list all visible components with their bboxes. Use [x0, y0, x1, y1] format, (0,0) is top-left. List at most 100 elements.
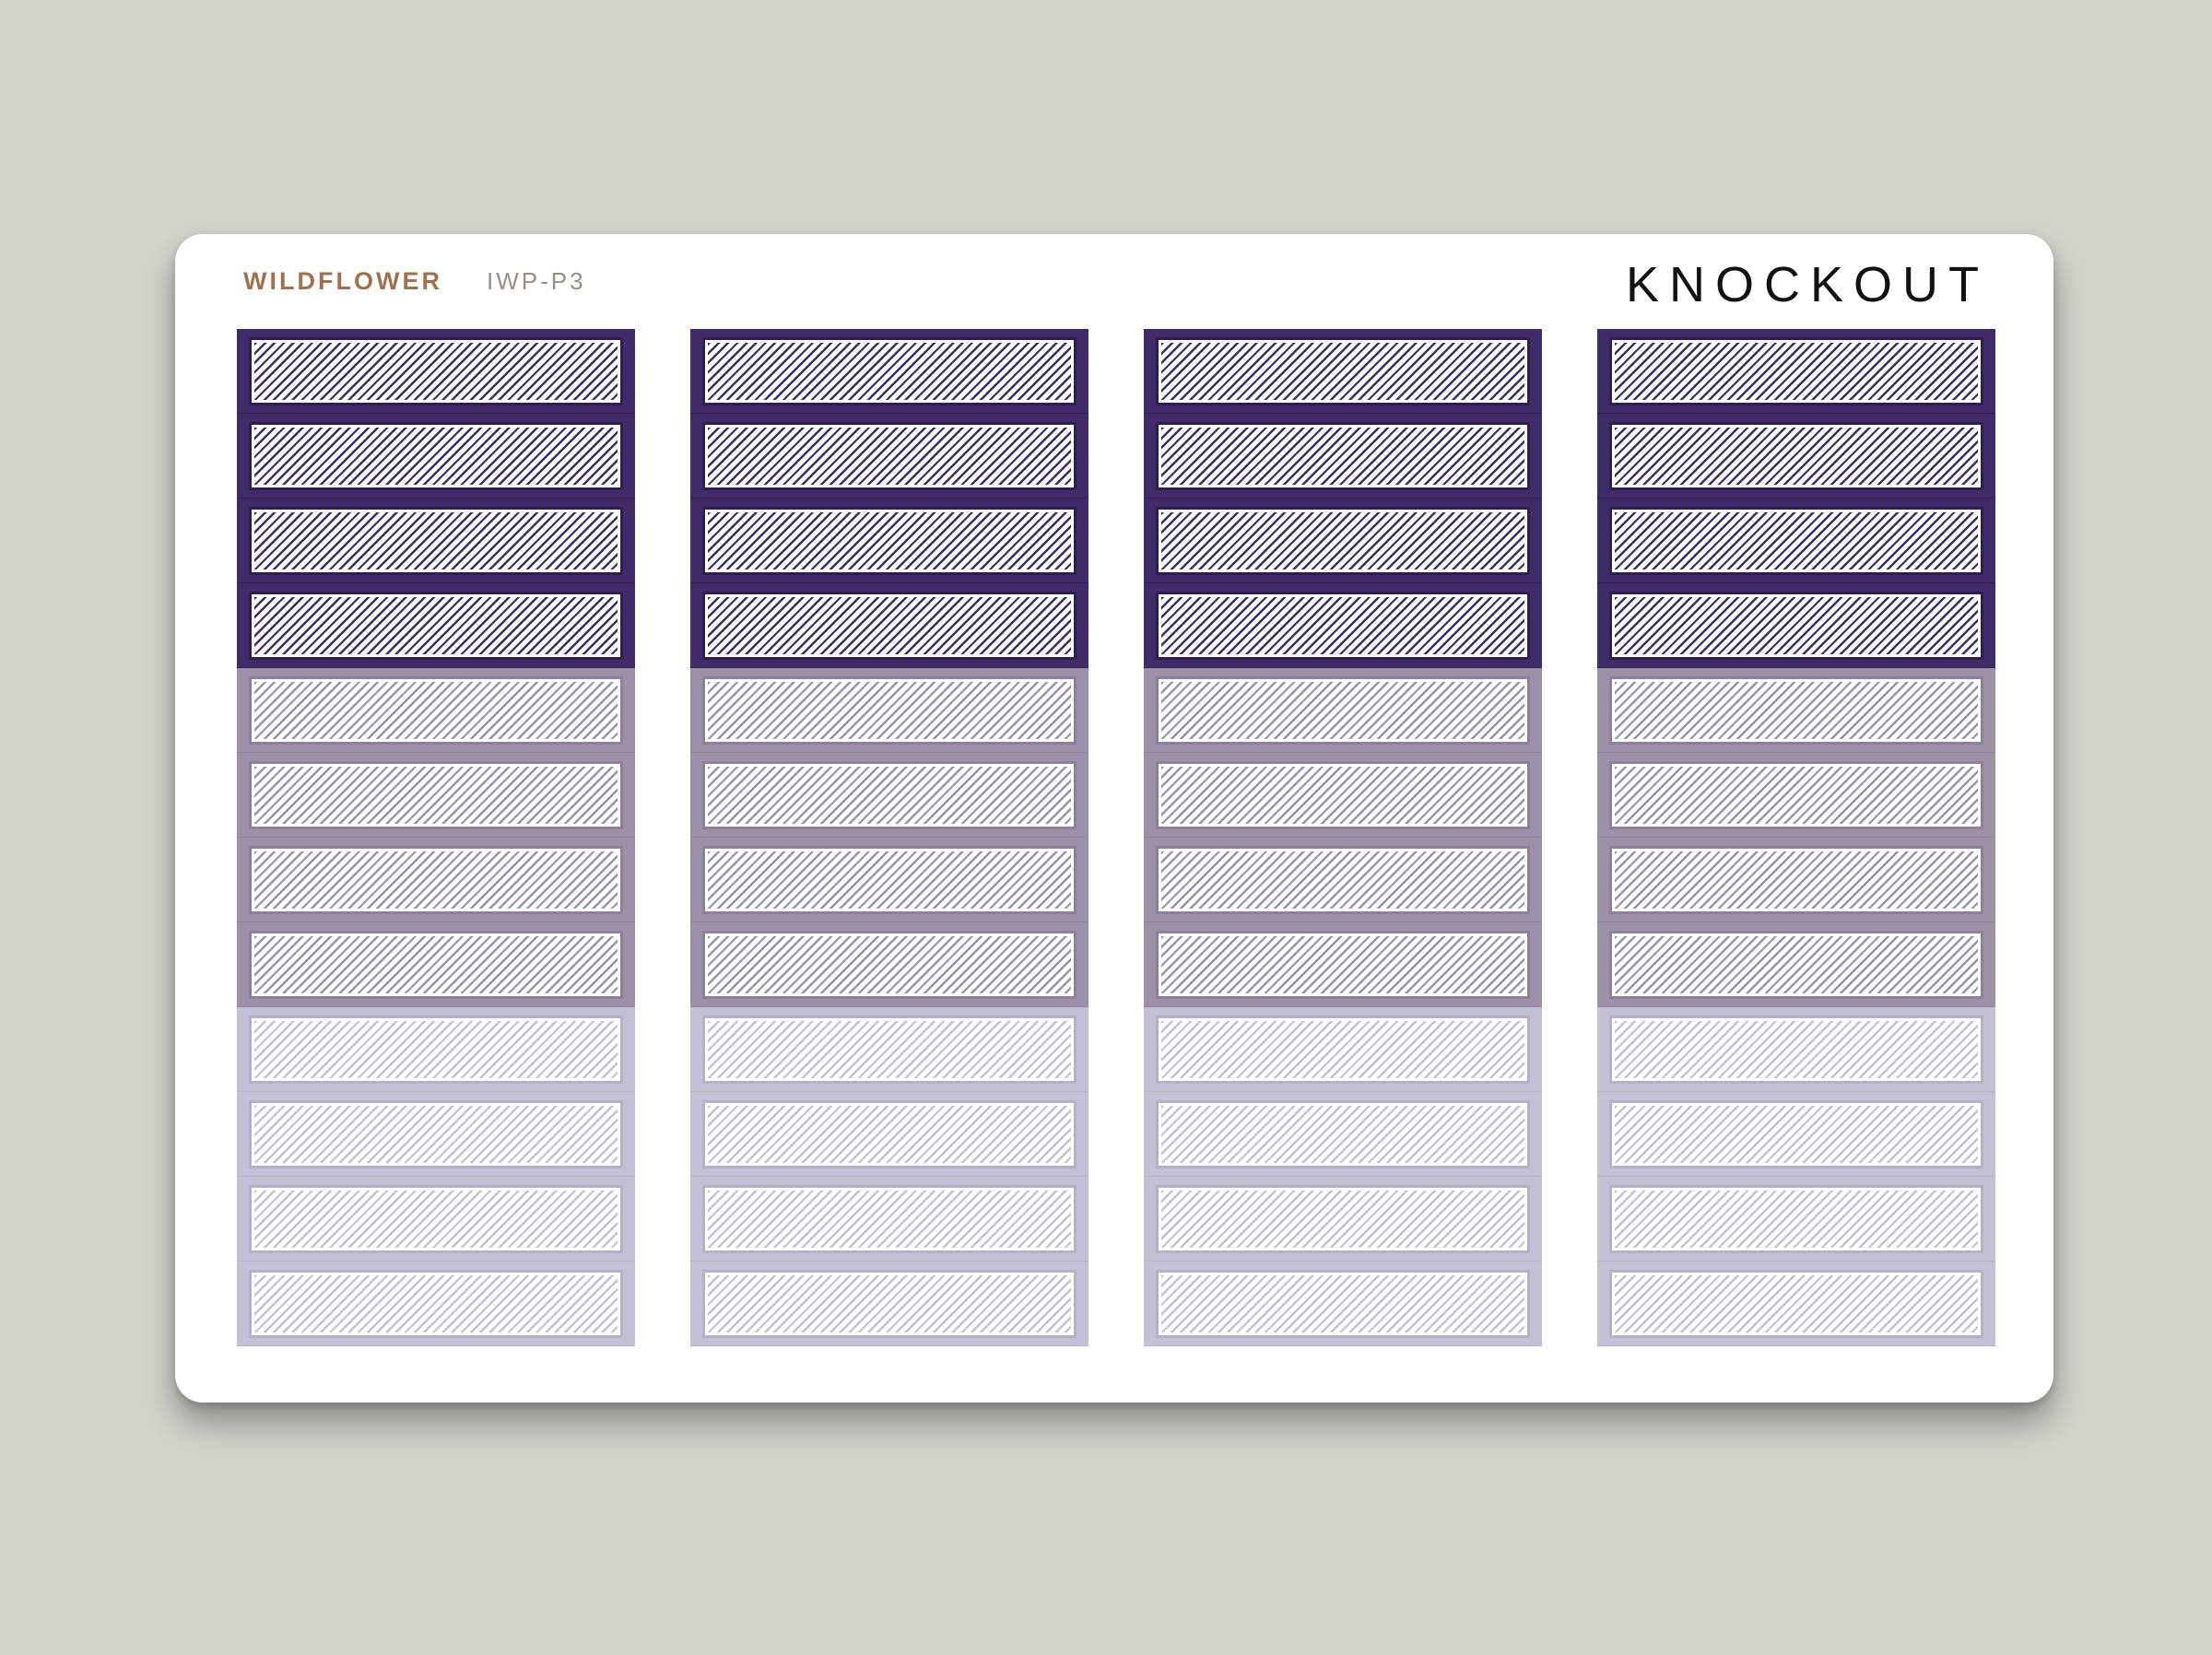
striped-panel [249, 931, 623, 999]
header-sticker [1144, 1177, 1542, 1262]
striped-panel [702, 507, 1077, 575]
header-sticker [1144, 414, 1542, 499]
header-sticker [1144, 753, 1542, 838]
striped-panel [1156, 931, 1530, 999]
sheet-header: WILDFLOWER IWP-P3 KNOCKOUT [175, 234, 2053, 326]
header-sticker [1597, 1177, 1995, 1262]
striped-panel [702, 676, 1077, 745]
header-sticker [690, 838, 1088, 922]
striped-panel [249, 592, 623, 660]
striped-panel [249, 1270, 623, 1338]
sticker-sheet: WILDFLOWER IWP-P3 KNOCKOUT [175, 234, 2053, 1403]
header-sticker [690, 1177, 1088, 1262]
header-sticker [237, 1007, 635, 1092]
striped-panel [1609, 1185, 1983, 1253]
striped-panel [1156, 507, 1530, 575]
header-sticker [1144, 668, 1542, 753]
header-sticker [1144, 1262, 1542, 1346]
striped-panel [1156, 1185, 1530, 1253]
striped-panel [1609, 761, 1983, 829]
striped-panel [249, 676, 623, 745]
striped-panel [702, 592, 1077, 660]
header-sticker [237, 414, 635, 499]
header-sticker [690, 329, 1088, 414]
striped-panel [249, 1100, 623, 1168]
striped-panel [249, 761, 623, 829]
striped-panel [1156, 337, 1530, 405]
header-sticker [237, 753, 635, 838]
header-sticker [237, 583, 635, 668]
striped-panel [1609, 1270, 1983, 1338]
sticker-column [1597, 329, 1995, 1346]
header-sticker [690, 583, 1088, 668]
striped-panel [1156, 592, 1530, 660]
striped-panel [1156, 422, 1530, 490]
header-sticker [1597, 1007, 1995, 1092]
sheet-title: KNOCKOUT [1625, 257, 1989, 312]
header-sticker [237, 499, 635, 583]
striped-panel [1156, 1015, 1530, 1084]
striped-panel [1609, 337, 1983, 405]
header-sticker [690, 753, 1088, 838]
header-sticker [690, 922, 1088, 1007]
header-sticker [1144, 922, 1542, 1007]
header-sticker [690, 668, 1088, 753]
header-sticker [237, 838, 635, 922]
striped-panel [249, 422, 623, 490]
striped-panel [1156, 846, 1530, 914]
striped-panel [702, 1185, 1077, 1253]
sticker-column [1144, 329, 1542, 1346]
header-sticker [237, 1262, 635, 1346]
striped-panel [1609, 931, 1983, 999]
striped-panel [249, 1185, 623, 1253]
header-sticker [237, 668, 635, 753]
header-sticker [690, 414, 1088, 499]
striped-panel [1609, 1015, 1983, 1084]
header-sticker [237, 1092, 635, 1177]
header-sticker [1597, 753, 1995, 838]
header-sticker [1597, 838, 1995, 922]
header-sticker [1597, 414, 1995, 499]
header-sticker [237, 1177, 635, 1262]
product-code: IWP-P3 [487, 267, 586, 295]
striped-panel [1609, 422, 1983, 490]
striped-panel [702, 1270, 1077, 1338]
striped-panel [702, 846, 1077, 914]
header-sticker [1597, 1262, 1995, 1346]
header-sticker [1144, 583, 1542, 668]
header-sticker [1597, 922, 1995, 1007]
header-sticker [1144, 838, 1542, 922]
sticker-column [237, 329, 635, 1346]
header-sticker [1144, 1092, 1542, 1177]
header-sticker [1597, 329, 1995, 414]
striped-panel [702, 337, 1077, 405]
header-sticker [1144, 1007, 1542, 1092]
striped-panel [702, 1100, 1077, 1168]
header-sticker [690, 1092, 1088, 1177]
striped-panel [1156, 1270, 1530, 1338]
striped-panel [702, 761, 1077, 829]
striped-panel [1156, 676, 1530, 745]
header-sticker [1144, 499, 1542, 583]
striped-panel [702, 1015, 1077, 1084]
striped-panel [249, 507, 623, 575]
striped-panel [1609, 846, 1983, 914]
header-sticker [690, 1262, 1088, 1346]
striped-panel [1609, 1100, 1983, 1168]
striped-panel [1609, 507, 1983, 575]
header-sticker [237, 922, 635, 1007]
striped-panel [1609, 676, 1983, 745]
striped-panel [1156, 761, 1530, 829]
header-sticker [237, 329, 635, 414]
striped-panel [1156, 1100, 1530, 1168]
striped-panel [702, 422, 1077, 490]
header-sticker [690, 1007, 1088, 1092]
striped-panel [249, 1015, 623, 1084]
sticker-column [690, 329, 1088, 1346]
header-sticker [1597, 668, 1995, 753]
header-sticker [1144, 329, 1542, 414]
sticker-grid [175, 234, 2053, 1403]
brand-name: WILDFLOWER [243, 267, 442, 295]
striped-panel [702, 931, 1077, 999]
header-sticker [1597, 1092, 1995, 1177]
